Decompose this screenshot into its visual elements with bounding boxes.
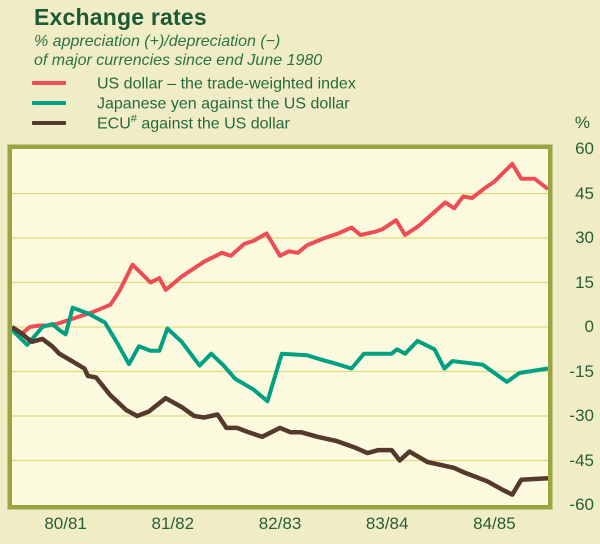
y-tick-label-15: 15: [575, 272, 594, 292]
legend-item-us-dollar: US dollar – the trade-weighted index: [32, 73, 356, 93]
x-tick-label-80-81: 80/81: [44, 514, 87, 533]
legend-label-text: Japanese yen against the US dollar: [97, 95, 350, 113]
page-title: Exchange rates: [34, 4, 207, 30]
japanese-yen-line: [12, 305, 548, 404]
legend-label-sup: #: [130, 112, 137, 125]
legend-label-text: against the US dollar: [136, 115, 290, 133]
y-axis-unit-label: %: [574, 113, 590, 132]
x-tick-label-83-84: 83/84: [365, 514, 409, 533]
legend-label-text: ECU: [97, 115, 131, 133]
y-tick-label-60: 60: [575, 139, 594, 158]
subtitle-line-2: of major currencies since end June 1980: [34, 52, 323, 69]
legend: US dollar – the trade-weighted index Jap…: [32, 73, 356, 133]
exchange-rates-chart: [12, 161, 548, 497]
y-tick-label--30: -30: [569, 406, 594, 425]
y-tick-label--15: -15: [569, 361, 594, 381]
x-tick-label-82-83: 82/83: [258, 514, 302, 533]
legend-item-ecu: ECU# against the US dollar: [32, 113, 356, 133]
x-tick-label-84-85: 84/85: [473, 514, 516, 533]
ecu-line: [12, 325, 548, 497]
us-dollar-line: [12, 161, 548, 337]
y-tick-label--45: -45: [569, 450, 594, 470]
y-tick-label-0: 0: [584, 317, 594, 336]
y-axis: % 60 45 30 15 0 -15 -30 -45 -60: [554, 114, 596, 514]
chart-plot-area: [8, 145, 552, 509]
y-tick-label-30: 30: [575, 228, 594, 247]
subtitle-line-1: % appreciation (+)/depreciation (−): [34, 33, 281, 50]
legend-label-us-dollar: US dollar – the trade-weighted index: [97, 73, 356, 93]
japanese-yen-line-swatch: [32, 101, 66, 105]
legend-item-japanese-yen: Japanese yen against the US dollar: [32, 93, 356, 113]
ecu-line-swatch: [32, 121, 66, 125]
us-dollar-line-swatch: [32, 81, 66, 85]
x-axis: 80/81 81/82 82/83 83/84 84/85: [8, 514, 552, 540]
y-tick-label--60: -60: [569, 495, 594, 514]
legend-label-ecu: ECU# against the US dollar: [97, 113, 290, 133]
legend-label-japanese-yen: Japanese yen against the US dollar: [97, 93, 350, 113]
y-tick-label-45: 45: [575, 183, 594, 203]
x-tick-label-81-82: 81/82: [151, 514, 195, 533]
legend-label-text: US dollar – the trade-weighted index: [97, 75, 356, 93]
